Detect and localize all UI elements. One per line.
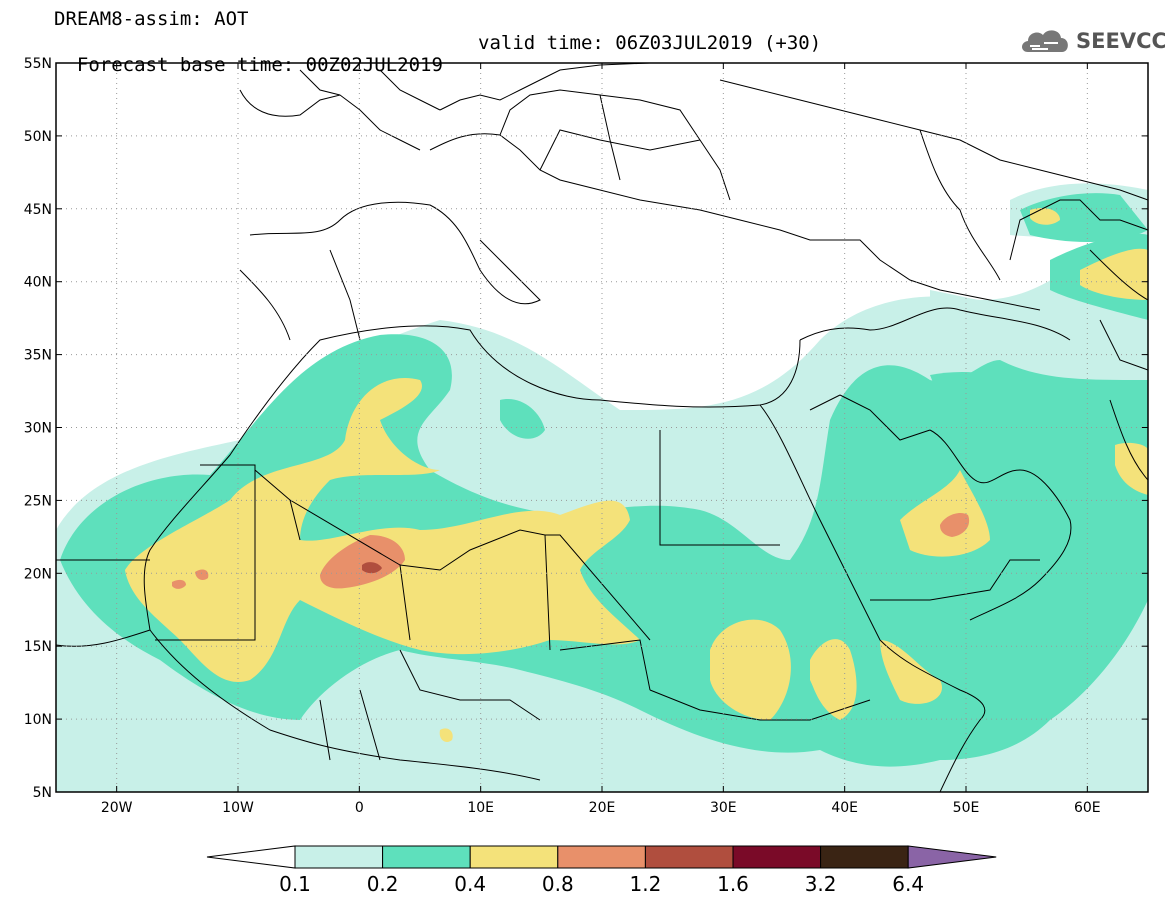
lon-tick-label: 40E <box>831 800 858 816</box>
lat-tick-label: 20N <box>24 566 52 582</box>
colorbar-level-label: 1.2 <box>629 872 661 896</box>
lat-tick-label: 45N <box>24 202 52 218</box>
lat-tick-label: 50N <box>24 129 52 145</box>
plot-area <box>56 63 1148 792</box>
colorbar-swatch <box>732 845 822 869</box>
lat-tick-label: 15N <box>24 639 52 655</box>
colorbar-swatch <box>820 845 909 869</box>
forecast-times: Forecast base time: 00Z02JUL2019 valid t… <box>54 32 821 98</box>
colorbar-swatch <box>644 845 734 869</box>
lat-tick-label: 5N <box>33 785 52 801</box>
colorbar <box>206 845 997 869</box>
lat-tick-label: 40N <box>24 275 52 291</box>
lon-tick-label: 10E <box>467 800 494 816</box>
colorbar-swatch <box>557 845 646 869</box>
lon-tick-label: 20W <box>101 800 133 816</box>
valid-time: valid time: 06Z03JUL2019 (+30) <box>478 32 822 54</box>
lat-tick-label: 10N <box>24 712 52 728</box>
colorbar-level-label: 0.2 <box>367 872 399 896</box>
lat-tick-label: 55N <box>24 56 52 72</box>
colorbar-swatch <box>469 845 559 869</box>
product-title: DREAM8-assim: AOT <box>54 8 249 30</box>
lon-tick-label: 20E <box>589 800 616 816</box>
colorbar-level-label: 0.4 <box>454 872 486 896</box>
aot-band-1.2 <box>362 562 382 574</box>
colorbar-swatch <box>294 845 384 869</box>
colorbar-level-label: 6.4 <box>892 872 924 896</box>
lat-tick-label: 30N <box>24 421 52 437</box>
lon-tick-label: 10W <box>222 800 254 816</box>
colorbar-swatch <box>382 845 471 869</box>
logo-text: SEEVCCC <box>1076 29 1165 53</box>
base-time: Forecast base time: 00Z02JUL2019 <box>76 54 443 76</box>
graticule <box>56 63 1148 792</box>
colorbar-level-label: 1.6 <box>717 872 749 896</box>
lon-tick-label: 60E <box>1074 800 1101 816</box>
cloud-icon <box>1022 30 1068 52</box>
seevccc-logo: SEEVCCC <box>1018 24 1165 58</box>
colorbar-level-label: 0.8 <box>542 872 574 896</box>
lat-tick-label: 35N <box>24 348 52 364</box>
latitude-labels: 5N 10N 15N 20N 25N 30N 35N 40N 45N 50N 55N <box>24 56 52 801</box>
colorbar-level-label: 0.1 <box>279 872 311 896</box>
aot-band-0.8 <box>172 513 970 589</box>
aot-band-0.4 <box>125 208 1148 742</box>
colorbar-level-label: 3.2 <box>805 872 837 896</box>
lat-tick-label: 25N <box>24 493 52 509</box>
lon-tick-label: 50E <box>953 800 980 816</box>
colorbar-high-arrow <box>907 845 997 869</box>
coastlines <box>56 63 1148 792</box>
colorbar-labels: 0.1 0.2 0.4 0.8 1.2 1.6 3.2 6.4 <box>279 872 924 896</box>
longitude-labels: 20W 10W 0 10E 20E 30E 40E 50E 60E <box>101 800 1101 816</box>
tick-marks <box>56 62 1148 793</box>
lon-tick-label: 30E <box>710 800 737 816</box>
colorbar-low-arrow <box>206 845 296 869</box>
lon-tick-label: 0 <box>355 800 364 816</box>
